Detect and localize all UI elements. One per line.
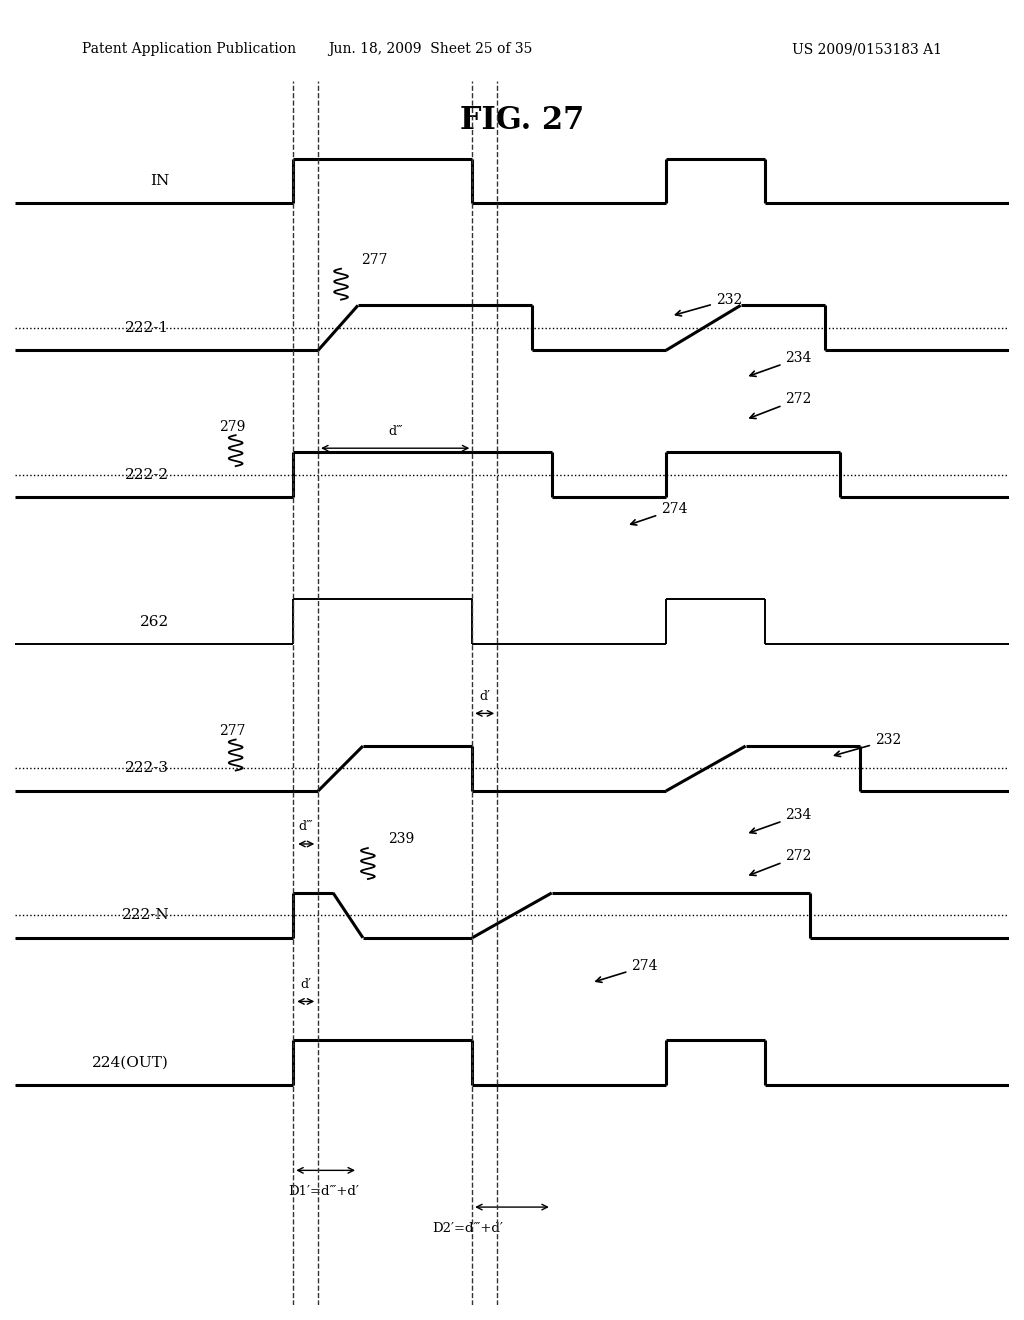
- Text: 239: 239: [388, 833, 414, 846]
- Text: Patent Application Publication: Patent Application Publication: [82, 42, 296, 57]
- Text: 234: 234: [750, 808, 812, 833]
- Text: 232: 232: [835, 734, 901, 756]
- Text: 274: 274: [596, 960, 657, 982]
- Text: 232: 232: [676, 293, 742, 315]
- Text: 222-1: 222-1: [125, 321, 169, 335]
- Text: 272: 272: [750, 392, 812, 418]
- Text: Jun. 18, 2009  Sheet 25 of 35: Jun. 18, 2009 Sheet 25 of 35: [328, 42, 532, 57]
- Text: 224(OUT): 224(OUT): [92, 1055, 169, 1069]
- Text: 222-3: 222-3: [125, 762, 169, 775]
- Text: 262: 262: [140, 615, 169, 628]
- Text: D1′=d‴+d′: D1′=d‴+d′: [289, 1185, 359, 1199]
- Text: FIG. 27: FIG. 27: [460, 106, 584, 136]
- Text: 277: 277: [219, 723, 246, 738]
- Text: d′: d′: [300, 978, 311, 991]
- Text: 234: 234: [750, 351, 812, 376]
- Text: D2′=d‴+d′: D2′=d‴+d′: [432, 1222, 504, 1234]
- Text: 279: 279: [219, 420, 245, 433]
- Text: d‴: d‴: [298, 820, 313, 833]
- Text: 277: 277: [360, 253, 387, 267]
- Text: d‴: d‴: [388, 425, 402, 438]
- Text: 222-N: 222-N: [122, 908, 169, 923]
- Text: IN: IN: [150, 174, 169, 187]
- Text: 272: 272: [750, 849, 812, 875]
- Text: 274: 274: [631, 503, 687, 525]
- Text: 222-2: 222-2: [125, 467, 169, 482]
- Text: US 2009/0153183 A1: US 2009/0153183 A1: [793, 42, 942, 57]
- Text: d′: d′: [479, 690, 490, 702]
